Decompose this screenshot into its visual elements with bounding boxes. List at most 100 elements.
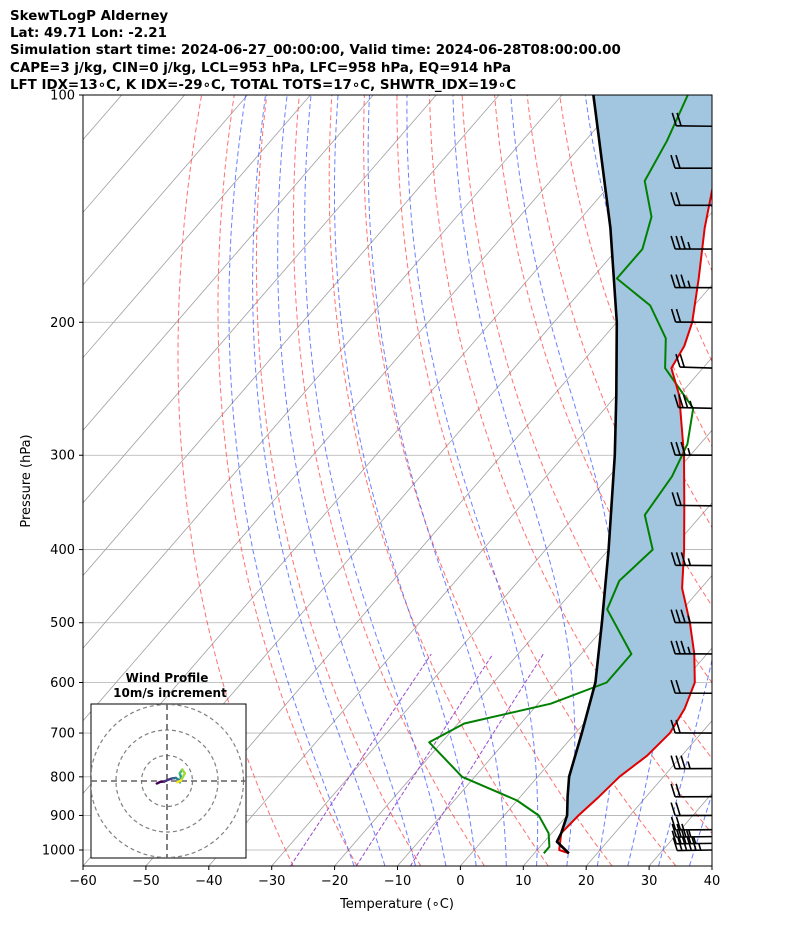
barb-half — [687, 646, 691, 655]
moist-adiabat — [658, 95, 712, 866]
moist-adiabat — [510, 95, 621, 866]
barb-flag — [675, 755, 681, 769]
x-tick-label: −20 — [321, 874, 348, 889]
parcel-path — [555, 95, 619, 855]
wind-barb — [670, 308, 713, 324]
barb-half — [687, 761, 691, 769]
dry-adiabat — [396, 95, 677, 866]
y-tick-label: 700 — [50, 727, 75, 742]
isotherm-line — [711, 865, 712, 866]
y-tick-label: 900 — [50, 809, 75, 824]
barb-flag — [680, 755, 686, 769]
isotherm-line — [83, 95, 500, 577]
wind-barb — [675, 353, 713, 369]
barb-flag — [675, 609, 681, 623]
barb-flag — [675, 679, 681, 694]
barb-flag — [675, 192, 681, 206]
barb-half — [687, 829, 692, 838]
barb-staff — [677, 849, 713, 852]
moist-adiabat — [688, 792, 712, 866]
dry-adiabat — [723, 95, 794, 866]
y-tick-label: 800 — [50, 770, 75, 785]
barb-flag — [670, 552, 677, 566]
wind-barb — [670, 719, 713, 734]
isotherm-line — [397, 502, 712, 866]
chart-title: SkewTLogP Alderney — [10, 9, 169, 24]
barb-flag — [671, 830, 678, 845]
mixing-ratio-line — [355, 653, 494, 866]
barb-flag — [671, 823, 678, 838]
barb-flag — [675, 353, 681, 368]
isotherm-line — [83, 95, 311, 359]
barb-flag — [675, 235, 681, 250]
time-line: Simulation start time: 2024-06-27_00:00:… — [10, 43, 621, 59]
barb-half — [689, 400, 693, 409]
dry-adiabat — [255, 95, 422, 866]
barb-flag — [679, 353, 686, 368]
barb-flag — [675, 274, 681, 288]
barb-flag — [680, 552, 687, 566]
barb-flag — [675, 640, 681, 655]
barb-flag — [670, 441, 676, 456]
hodograph-plot — [91, 704, 246, 858]
x-tick-label: 10 — [515, 874, 532, 889]
barb-flag — [670, 609, 676, 623]
mixing-ratio-line — [290, 653, 432, 866]
x-tick-label: −30 — [258, 874, 285, 889]
moist-adiabat — [277, 95, 416, 866]
moist-adiabat — [406, 95, 539, 866]
barb-flag — [670, 802, 676, 816]
barb-flag — [682, 394, 689, 408]
isotherm-line — [83, 95, 248, 286]
barb-flag — [670, 755, 676, 769]
barb-flag — [670, 192, 676, 206]
y-tick-label: 200 — [50, 316, 75, 331]
wind-barb — [670, 679, 713, 695]
wind-barb — [670, 154, 712, 169]
isotherm-line — [83, 95, 626, 722]
wind-barb — [670, 640, 713, 655]
barb-flag — [678, 394, 684, 408]
wind-barb — [670, 441, 713, 457]
barb-flag — [670, 154, 676, 169]
dry-adiabat — [461, 95, 712, 760]
y-tick-label: 600 — [50, 676, 75, 691]
dry-adiabat — [788, 95, 794, 866]
barb-half — [687, 447, 691, 456]
dry-adiabat — [559, 95, 712, 529]
hodograph-segment — [175, 779, 183, 784]
barb-half — [697, 842, 702, 851]
barb-flag — [676, 492, 682, 506]
isotherm-line — [775, 95, 794, 866]
wind-barb — [670, 802, 713, 817]
wind-barb — [670, 783, 713, 798]
dry-adiabat — [494, 95, 712, 684]
barb-flag — [680, 274, 686, 288]
isotherm-line — [460, 574, 712, 866]
barb-flag — [670, 235, 676, 250]
barb-flag — [670, 816, 677, 831]
isotherm-line — [585, 720, 712, 866]
barb-flag — [672, 837, 678, 851]
barb-flag — [670, 274, 676, 288]
isotherm-line — [83, 95, 563, 649]
wind-barb — [670, 755, 713, 770]
wind-barb — [671, 492, 713, 507]
x-tick-label: 0 — [456, 874, 464, 889]
dry-adiabat — [328, 95, 549, 866]
wind-barb — [670, 552, 713, 567]
barb-flag — [673, 394, 680, 408]
y-tick-label: 400 — [50, 543, 75, 558]
barb-flag — [675, 154, 681, 169]
x-tick-label: 30 — [641, 874, 658, 889]
y-tick-label: 500 — [50, 616, 75, 631]
barb-flag — [675, 802, 681, 816]
barb-flag — [680, 640, 686, 655]
barb-flag — [680, 235, 686, 250]
barb-flag — [680, 609, 686, 623]
x-tick-label: 20 — [578, 874, 595, 889]
isotherm-line — [208, 284, 712, 866]
barb-half — [687, 558, 692, 566]
isotherm-line — [83, 95, 437, 504]
